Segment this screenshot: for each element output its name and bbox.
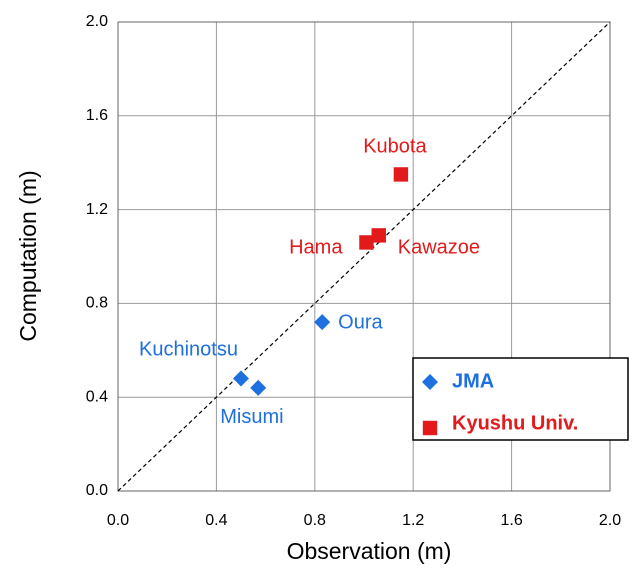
- y-tick-label: 0.8: [86, 295, 108, 312]
- plot-frame: [117, 21, 611, 492]
- x-tick-label: 0.8: [304, 512, 326, 529]
- marker: [393, 167, 409, 182]
- y-axis-label: Computation (m): [15, 170, 41, 341]
- legend-label: JMA: [452, 370, 494, 392]
- point-label: Oura: [338, 311, 383, 333]
- x-tick-label: 2.0: [599, 512, 621, 529]
- marker: [371, 228, 386, 243]
- x-tick-label: 1.2: [402, 512, 424, 529]
- one-to-one-line: [117, 21, 611, 492]
- x-tick-label: 0.4: [205, 512, 227, 529]
- point-label: Kawazoe: [398, 237, 480, 259]
- legend-marker: [422, 374, 438, 390]
- legend-box: [412, 357, 629, 441]
- legend-label: Kyushu Univ.: [452, 412, 578, 434]
- marker: [250, 379, 267, 396]
- marker: [359, 235, 374, 250]
- y-tick-label: 1.2: [86, 201, 108, 218]
- y-tick-label: 1.6: [86, 107, 108, 124]
- marker: [233, 370, 249, 387]
- point-label: Misumi: [220, 406, 283, 428]
- point-label: Hama: [289, 237, 343, 259]
- y-tick-label: 2.0: [86, 13, 108, 30]
- y-tick-label: 0.4: [86, 388, 108, 405]
- point-label: Kuchinotsu: [139, 339, 238, 361]
- point-label: Kubota: [363, 136, 427, 158]
- x-axis-label: Observation (m): [287, 538, 452, 564]
- legend-marker: [422, 420, 438, 436]
- marker: [314, 314, 331, 331]
- y-tick-label: 0.0: [86, 482, 108, 499]
- x-tick-label: 0.0: [107, 512, 129, 529]
- x-tick-label: 1.6: [500, 512, 522, 529]
